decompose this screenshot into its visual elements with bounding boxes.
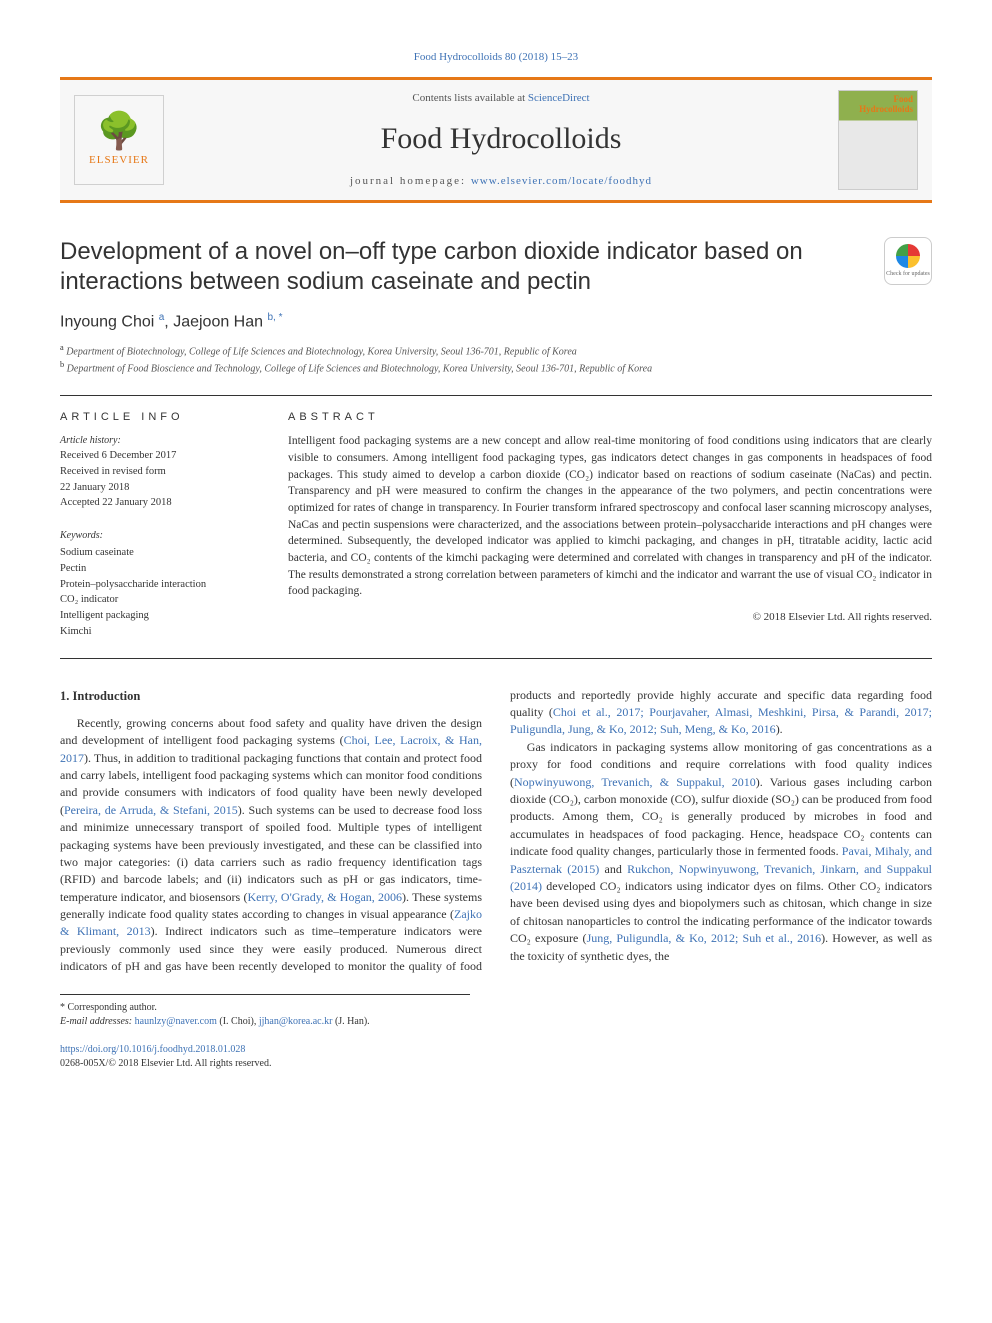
body-text: ). Such systems can be used to decrease …: [60, 803, 482, 904]
history-label: Article history:: [60, 433, 260, 448]
homepage-link[interactable]: www.elsevier.com/locate/foodhyd: [471, 175, 652, 187]
affiliation-b: b Department of Food Bioscience and Tech…: [60, 359, 932, 376]
email-who: (J. Han).: [332, 1016, 369, 1027]
affiliation-text: Department of Biotechnology, College of …: [66, 346, 577, 357]
body-text: and: [599, 862, 627, 876]
abstract-copyright: © 2018 Elsevier Ltd. All rights reserved…: [288, 610, 932, 625]
keyword: Protein–polysaccharide interaction: [60, 577, 260, 593]
keyword: Pectin: [60, 561, 260, 577]
citation-link[interactable]: Pereira, de Arruda, & Stefani, 2015: [64, 803, 238, 817]
body-text: ).: [776, 722, 783, 736]
issn-copyright: 0268-005X/© 2018 Elsevier Ltd. All right…: [60, 1057, 932, 1071]
sciencedirect-link[interactable]: ScienceDirect: [528, 92, 590, 104]
email-link[interactable]: jjhan@korea.ac.kr: [259, 1016, 333, 1027]
crossmark-label: Check for updates: [886, 270, 930, 278]
email-line: E-mail addresses: haunlzy@naver.com (I. …: [60, 1015, 470, 1029]
abstract-text: Intelligent food packaging systems are a…: [288, 433, 932, 600]
keyword: Sodium caseinate: [60, 545, 260, 561]
affiliation-marker: a: [60, 343, 64, 352]
crossmark-badge[interactable]: Check for updates: [884, 237, 932, 285]
cover-title: Food Hydrocolloids: [843, 95, 913, 115]
keyword: Kimchi: [60, 624, 260, 640]
bottom-meta: https://doi.org/10.1016/j.foodhyd.2018.0…: [60, 1043, 932, 1071]
article-info-sidebar: ARTICLE INFO Article history: Received 6…: [60, 410, 260, 640]
email-who: (I. Choi),: [217, 1016, 259, 1027]
elsevier-logo: 🌳 ELSEVIER: [74, 95, 164, 185]
issue-citation: Food Hydrocolloids 80 (2018) 15–23: [60, 50, 932, 65]
divider: [60, 658, 932, 659]
contents-prefix: Contents lists available at: [412, 92, 527, 104]
keywords-list: Sodium caseinate Pectin Protein–polysacc…: [60, 545, 260, 640]
keyword: CO₂ indicator: [60, 592, 260, 608]
email-label: E-mail addresses:: [60, 1016, 135, 1027]
body-paragraph: Gas indicators in packaging systems allo…: [510, 739, 932, 965]
article-info-heading: ARTICLE INFO: [60, 410, 260, 425]
article-title: Development of a novel on–off type carbo…: [60, 237, 868, 297]
citation-link[interactable]: Nopwinyuwong, Trevanich, & Suppakul, 201…: [514, 775, 756, 789]
citation-link[interactable]: Jung, Puligundla, & Ko, 2012; Suh et al.…: [587, 931, 822, 945]
journal-header: 🌳 ELSEVIER Contents lists available at S…: [60, 77, 932, 203]
email-link[interactable]: haunlzy@naver.com: [135, 1016, 217, 1027]
authors: Inyoung Choi a, Jaejoon Han b, *: [60, 311, 932, 334]
affiliation-marker: b: [60, 360, 64, 369]
keyword: Intelligent packaging: [60, 608, 260, 624]
section-heading: 1. Introduction: [60, 687, 482, 705]
affiliations: a Department of Biotechnology, College o…: [60, 342, 932, 377]
publisher-name: ELSEVIER: [89, 153, 149, 168]
history-line: 22 January 2018: [60, 480, 260, 496]
journal-cover-thumbnail: Food Hydrocolloids: [838, 90, 918, 190]
history-line: Received 6 December 2017: [60, 448, 260, 464]
doi-link[interactable]: https://doi.org/10.1016/j.foodhyd.2018.0…: [60, 1044, 245, 1055]
divider: [60, 395, 932, 396]
citation-link[interactable]: Kerry, O'Grady, & Hogan, 2006: [247, 890, 402, 904]
crossmark-icon: [896, 244, 920, 268]
homepage-label: journal homepage:: [350, 175, 471, 187]
citation-link[interactable]: Choi et al., 2017; Pourjavaher, Almasi, …: [510, 705, 932, 736]
footnotes: * Corresponding author. E-mail addresses…: [60, 994, 470, 1029]
affiliation-a: a Department of Biotechnology, College o…: [60, 342, 932, 359]
history-line: Accepted 22 January 2018: [60, 495, 260, 511]
corresponding-author-note: * Corresponding author.: [60, 1001, 470, 1015]
journal-name: Food Hydrocolloids: [164, 118, 838, 160]
homepage-line: journal homepage: www.elsevier.com/locat…: [164, 174, 838, 189]
article-body: 1. Introduction Recently, growing concer…: [60, 687, 932, 976]
affiliation-text: Department of Food Bioscience and Techno…: [67, 364, 652, 375]
keywords-label: Keywords:: [60, 529, 260, 543]
body-text: ). Indirect indicators such as time–temp…: [151, 924, 482, 938]
abstract-heading: ABSTRACT: [288, 410, 932, 425]
elsevier-tree-icon: 🌳: [97, 113, 142, 149]
history-line: Received in revised form: [60, 464, 260, 480]
contents-line: Contents lists available at ScienceDirec…: [164, 91, 838, 106]
